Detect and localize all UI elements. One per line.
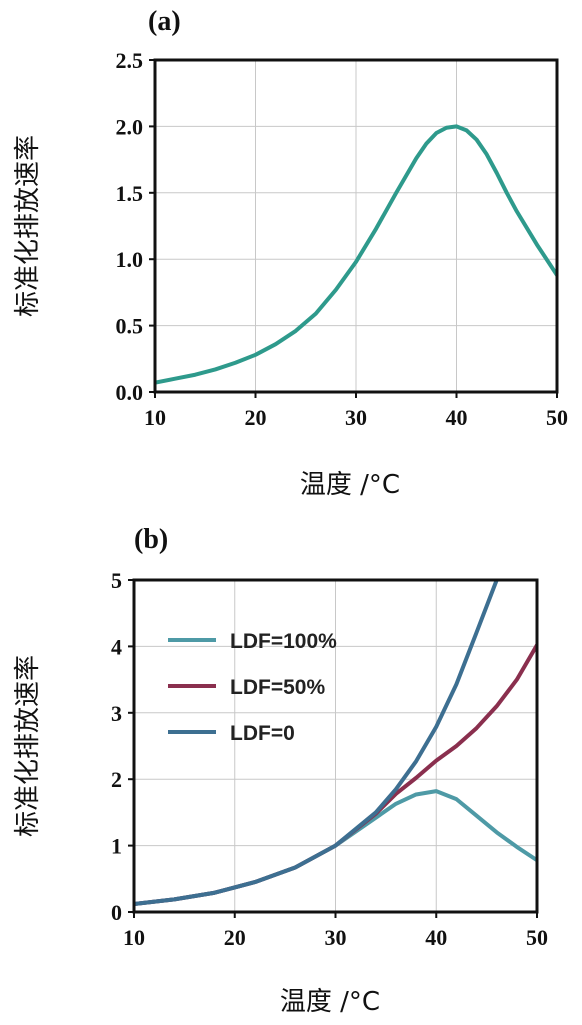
y-tick-label: 2.0 (116, 114, 144, 139)
x-tick-label: 50 (546, 405, 568, 430)
y-tick-label: 3 (111, 701, 122, 726)
y-tick-label: 1.0 (116, 247, 144, 272)
y-axis-label: 标准化排放速率 (13, 135, 43, 317)
y-axis-label: 标准化排放速率 (13, 655, 43, 837)
x-tick-label: 40 (425, 925, 447, 950)
panel-label: (b) (134, 524, 168, 555)
y-tick-label: 0 (111, 900, 122, 925)
legend-label: LDF=50% (230, 676, 325, 699)
x-tick-label: 10 (123, 925, 145, 950)
y-tick-label: 2 (111, 767, 122, 792)
y-tick-label: 5 (111, 568, 122, 593)
chart-panel-a: 10 20 30 40 50 0.0 0.5 1.0 1.5 2.0 2.5(a) 温度 /°C 标准化… (13, 6, 568, 500)
x-axis-label: 温度 /°C (300, 470, 400, 500)
y-tick-label: 0.5 (116, 314, 144, 339)
x-tick-label: 50 (526, 925, 548, 950)
series-line-ldf0 (134, 580, 499, 907)
x-tick-label: 30 (325, 925, 347, 950)
x-tick-label: 40 (446, 405, 468, 430)
series-line (155, 124, 557, 385)
y-tick-label: 1 (111, 834, 122, 859)
panel-label: (a) (148, 6, 181, 37)
x-tick-label: 10 (144, 405, 166, 430)
y-tick-label: 2.5 (116, 48, 144, 73)
x-axis-label: 温度 /°C (280, 987, 380, 1017)
x-tick-label: 30 (345, 405, 367, 430)
x-tick-label: 20 (224, 925, 246, 950)
legend-label: LDF=0 (230, 722, 295, 745)
x-tick-label: 20 (245, 405, 267, 430)
y-tick-label: 1.5 (116, 181, 144, 206)
legend-label: LDF=100% (230, 630, 337, 653)
legend: LDF=100% LDF=50% LDF=0 (168, 630, 337, 745)
y-tick-label: 4 (111, 634, 122, 659)
y-tick-label: 0.0 (116, 380, 144, 405)
chart-panel-b: 10 20 30 40 50 0 1 2 3 4 5 (b) 温度 /°C 标准化排放速率 LDF=100%… (13, 524, 548, 1017)
